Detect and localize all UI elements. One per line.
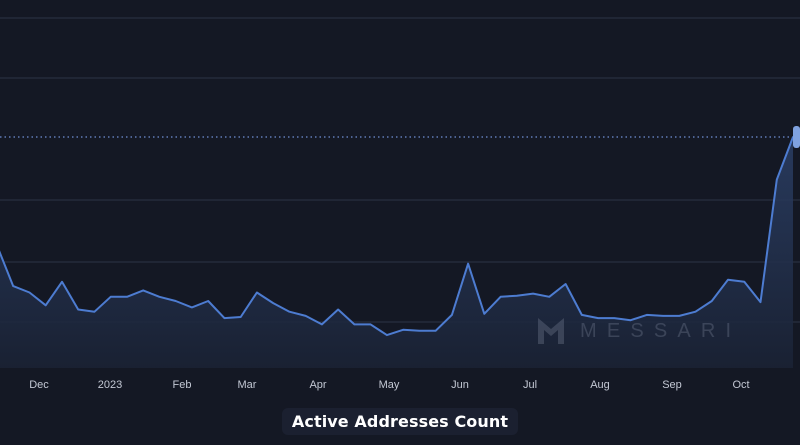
data-point	[628, 317, 634, 323]
data-point	[10, 283, 16, 289]
series-area	[0, 137, 793, 368]
data-point	[384, 332, 390, 338]
data-point	[91, 309, 97, 315]
x-tick-label: Jul	[523, 379, 537, 391]
data-point	[140, 287, 146, 293]
data-point	[124, 294, 130, 300]
data-point	[498, 294, 504, 300]
x-tick-label: Feb	[173, 379, 192, 391]
data-point	[546, 294, 552, 300]
data-point	[173, 298, 179, 304]
data-point	[108, 294, 114, 300]
x-tick-label: Aug	[590, 379, 610, 391]
x-axis-ticks: Dec 2023 Feb Mar Apr May Jun Jul Aug Sep Oct	[29, 379, 749, 391]
data-point	[205, 298, 211, 304]
series-line	[0, 136, 794, 337]
data-point	[351, 321, 357, 327]
data-point	[514, 293, 520, 299]
data-point	[156, 294, 162, 300]
x-tick-label: Apr	[309, 379, 326, 391]
data-point	[59, 279, 65, 285]
gridlines	[0, 17, 800, 323]
data-point	[644, 312, 650, 318]
data-point	[319, 321, 325, 327]
x-tick-label: Jun	[451, 379, 469, 391]
latest-value-marker[interactable]	[793, 126, 800, 148]
data-point	[741, 279, 747, 285]
data-point	[368, 321, 374, 327]
data-point	[400, 327, 406, 333]
data-point	[758, 299, 764, 305]
x-tick-label: Sep	[662, 379, 682, 391]
legend: Active Addresses Count	[0, 408, 800, 435]
data-point	[709, 298, 715, 304]
data-point	[725, 277, 731, 283]
data-point	[693, 309, 699, 315]
watermark-text: MESSARI	[580, 320, 740, 342]
data-point	[579, 312, 585, 318]
legend-series-label[interactable]: Active Addresses Count	[281, 408, 519, 435]
data-point	[270, 300, 276, 306]
data-point	[563, 281, 569, 287]
data-point	[303, 313, 309, 319]
data-point	[286, 309, 292, 315]
data-point	[75, 307, 81, 313]
data-point	[465, 261, 471, 267]
messari-watermark: MESSARI	[538, 318, 740, 344]
data-point	[43, 302, 49, 308]
data-point	[660, 313, 666, 319]
x-tick-label: Mar	[238, 379, 257, 391]
data-point	[676, 313, 682, 319]
x-tick-label: Dec	[29, 379, 49, 391]
data-point	[774, 177, 780, 183]
data-point	[416, 328, 422, 334]
data-point	[254, 289, 260, 295]
x-tick-label: May	[379, 379, 400, 391]
data-point	[238, 314, 244, 320]
data-point	[595, 315, 601, 321]
data-point	[221, 315, 227, 321]
x-tick-label: 2023	[98, 379, 122, 391]
data-point	[189, 304, 195, 310]
data-point	[611, 315, 617, 321]
messari-logo-icon	[538, 318, 564, 344]
data-point	[26, 289, 32, 295]
data-point	[449, 312, 455, 318]
data-point	[481, 311, 487, 317]
data-point	[335, 307, 341, 313]
data-point	[433, 328, 439, 334]
x-tick-label: Oct	[732, 379, 749, 391]
data-point	[530, 291, 536, 297]
